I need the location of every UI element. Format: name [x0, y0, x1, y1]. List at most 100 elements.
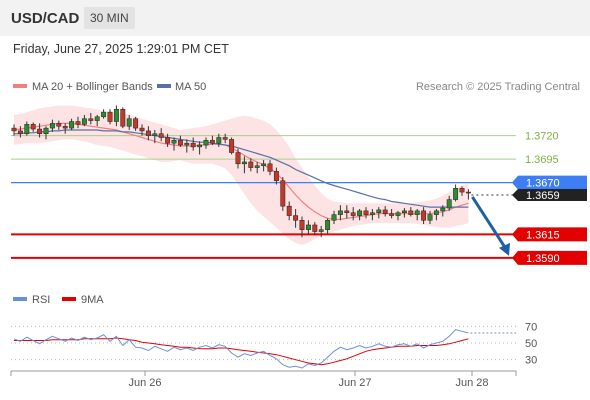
candle — [37, 123, 43, 138]
candle — [56, 120, 62, 130]
candle — [107, 109, 113, 125]
forecast-arrow-head — [499, 242, 510, 256]
candle-body — [331, 214, 337, 221]
candle — [62, 123, 68, 134]
candle — [382, 206, 388, 217]
candle-body — [69, 121, 75, 129]
candle — [133, 116, 139, 131]
candle-body — [75, 121, 81, 125]
candle — [433, 208, 439, 221]
rsi-ma-legend-swatch — [62, 297, 76, 301]
candle-body — [357, 210, 363, 216]
ma50-line — [14, 129, 469, 208]
candle-body — [30, 124, 36, 130]
candle — [261, 160, 267, 172]
candle-body — [133, 118, 139, 129]
candle — [350, 207, 356, 221]
candle — [318, 225, 324, 238]
candle — [197, 141, 203, 155]
rsi-legend-label: RSI — [32, 294, 50, 306]
candle — [344, 205, 350, 219]
candle — [11, 124, 17, 136]
bollinger-bands — [14, 105, 469, 245]
candle-body — [440, 207, 446, 212]
candle-body — [293, 215, 299, 221]
candle — [216, 133, 222, 147]
level-labels: 1.3720 1.3695 1.3670 1.3615 1.3590 1.3659 — [512, 131, 587, 265]
candle — [190, 137, 196, 151]
candle-body — [145, 130, 151, 136]
candle — [17, 126, 23, 138]
ma50-legend-swatch — [157, 84, 171, 88]
candle-body — [120, 109, 126, 127]
candle-body — [43, 127, 49, 134]
candle-body — [408, 210, 414, 215]
candle — [145, 126, 151, 141]
timeframe-button[interactable]: 30 MIN — [84, 7, 135, 29]
candle — [286, 201, 292, 221]
candle — [24, 121, 30, 136]
candle — [113, 105, 119, 127]
forecast-arrow-line — [471, 196, 508, 250]
candle-body — [248, 161, 254, 168]
candle-body — [113, 109, 119, 122]
candle — [94, 114, 100, 127]
candle-body — [305, 224, 311, 230]
rsi-tick-label: 50 — [525, 338, 537, 350]
candle-body — [24, 124, 30, 134]
candle-body — [382, 209, 388, 214]
candle-body — [11, 127, 17, 132]
ma20-legend-label: MA 20 + Bollinger Bands — [32, 81, 153, 93]
candle — [446, 195, 452, 211]
candle — [299, 216, 305, 238]
candle — [421, 207, 427, 225]
candle — [120, 107, 126, 129]
candle-body — [286, 205, 292, 216]
candle-body — [376, 209, 382, 213]
level-tag-1.3670 — [512, 175, 587, 190]
candle-body — [241, 161, 247, 165]
candle-body — [235, 152, 241, 165]
candle-body — [177, 140, 183, 146]
candle-body — [369, 212, 375, 215]
level-label-1.3615: 1.3615 — [526, 229, 560, 241]
research-credit: Research © 2025 Trading Central — [416, 81, 580, 93]
level-label-1.3670: 1.3670 — [526, 178, 560, 190]
candle-body — [216, 137, 222, 144]
candle — [267, 160, 273, 176]
candle-body — [273, 171, 279, 182]
candle-body — [280, 180, 286, 207]
candle — [209, 135, 215, 146]
last-price-label: 1.3659 — [526, 190, 560, 202]
candle — [453, 184, 459, 202]
candle-body — [414, 210, 420, 215]
candle-body — [433, 210, 439, 215]
x-tick-label: Jun 27 — [338, 377, 371, 389]
pair-title: USD/CAD — [11, 10, 80, 27]
candle — [165, 133, 171, 147]
candle — [248, 158, 254, 172]
rsi-ma-line — [14, 337, 469, 366]
candle — [235, 148, 241, 169]
candle-body — [152, 133, 158, 136]
candle-body — [49, 123, 55, 129]
candle-body — [171, 140, 177, 144]
candle-body — [318, 229, 324, 232]
candle-body — [350, 212, 356, 216]
candle — [395, 210, 401, 221]
candle-body — [37, 128, 43, 134]
candle — [101, 109, 107, 119]
last-price-tag — [512, 188, 587, 201]
candle-body — [363, 210, 369, 215]
x-tick-label: Jun 28 — [455, 377, 488, 389]
candle — [389, 208, 395, 219]
candle — [465, 189, 471, 200]
candle — [241, 156, 247, 174]
candle-body — [184, 142, 190, 146]
candle — [427, 210, 433, 225]
rsi-line — [13, 329, 469, 369]
candle — [203, 137, 209, 149]
candle — [376, 207, 382, 219]
candle-body — [401, 210, 407, 213]
